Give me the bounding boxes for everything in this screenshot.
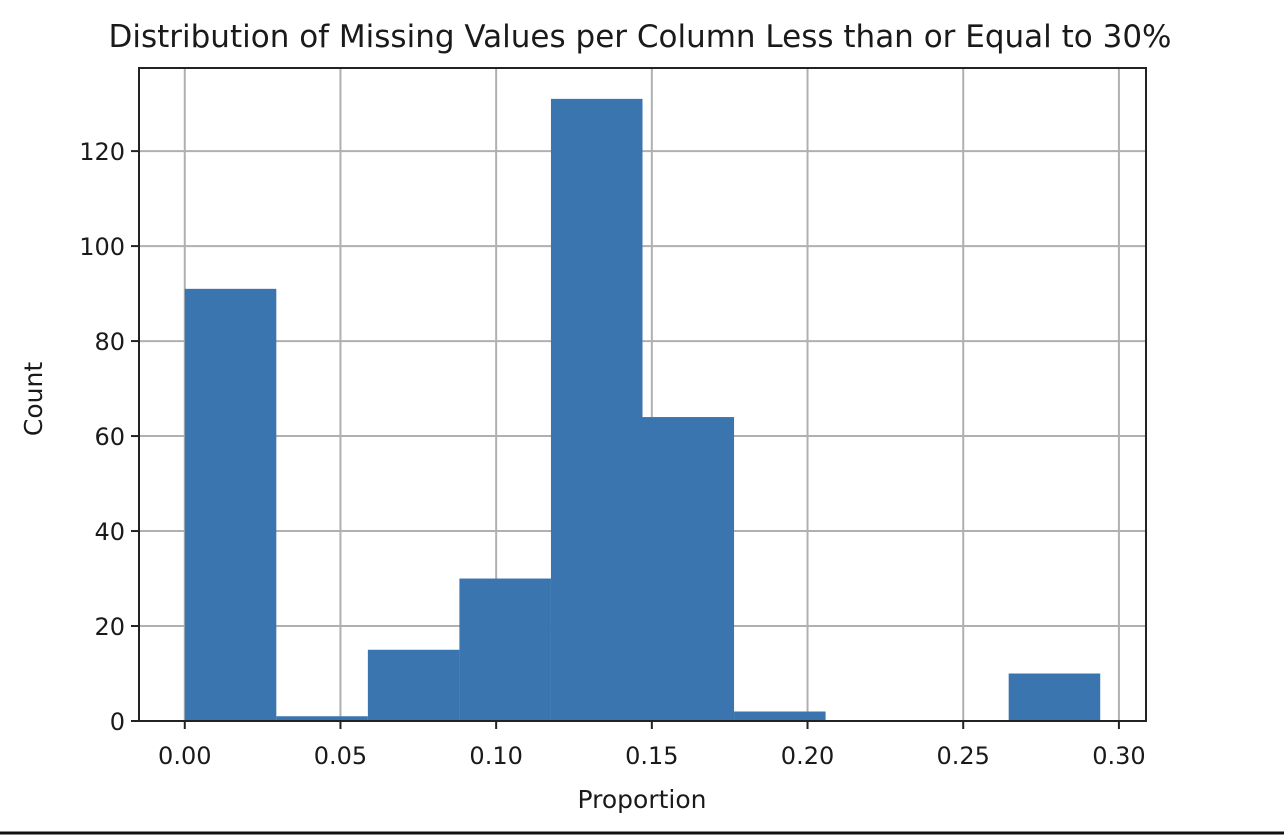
histogram-bar — [276, 716, 368, 721]
histogram-bar — [550, 98, 643, 722]
y-tick-label: 0 — [110, 708, 125, 736]
x-axis-ticks: 0.00 0.05 0.10 0.15 0.20 0.25 0.30 — [158, 721, 1146, 770]
histogram-bar — [734, 711, 826, 721]
x-tick-label: 0.25 — [937, 742, 990, 770]
histogram-bars — [184, 98, 1101, 722]
chart-title: Distribution of Missing Values per Colum… — [108, 19, 1171, 55]
y-tick-label: 120 — [79, 138, 125, 166]
x-tick-label: 0.30 — [1092, 742, 1145, 770]
y-axis-ticks: 0 20 40 60 80 100 120 — [79, 138, 139, 736]
y-tick-label: 60 — [94, 423, 125, 451]
histogram-bar — [184, 288, 277, 721]
x-tick-label: 0.00 — [158, 742, 211, 770]
histogram-bar — [367, 649, 460, 721]
x-tick-label: 0.20 — [781, 742, 834, 770]
y-tick-label: 20 — [94, 613, 125, 641]
x-tick-label: 0.15 — [625, 742, 678, 770]
x-tick-label: 0.05 — [314, 742, 367, 770]
x-axis-label: Proportion — [578, 785, 707, 814]
x-tick-label: 0.10 — [469, 742, 522, 770]
y-tick-label: 100 — [79, 233, 125, 261]
y-tick-label: 80 — [94, 328, 125, 356]
histogram-bar — [459, 578, 551, 721]
plot-frame — [138, 67, 1147, 722]
histogram-bar — [642, 417, 735, 721]
y-axis-label: Count — [19, 362, 48, 436]
y-tick-label: 40 — [94, 518, 125, 546]
histogram-bar — [1008, 673, 1101, 721]
